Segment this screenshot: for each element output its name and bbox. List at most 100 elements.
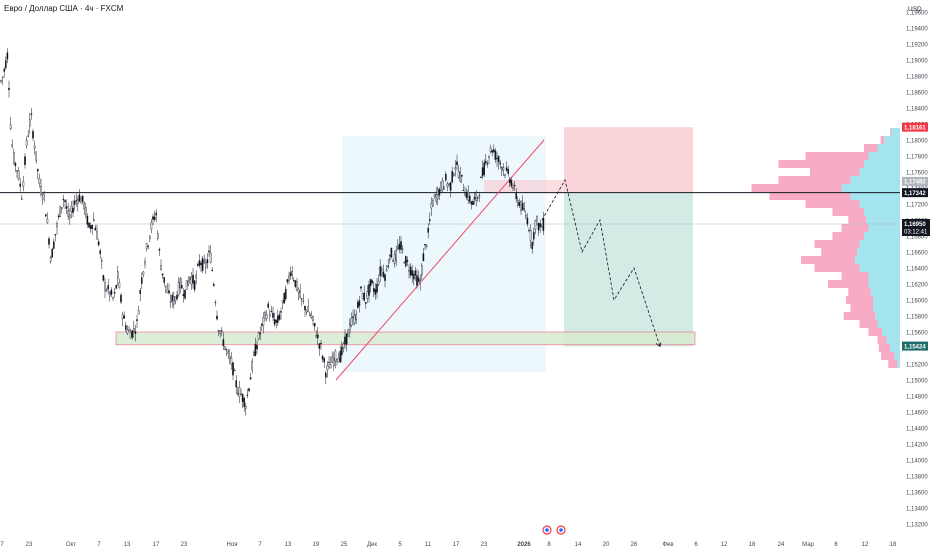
volume-profile-sell-bar xyxy=(846,296,873,304)
candle-body xyxy=(70,205,73,212)
projection-arrow-head xyxy=(655,342,662,348)
price-label-badge xyxy=(902,188,928,198)
candle-body xyxy=(360,286,362,289)
y-tick-label: 1,17200 xyxy=(906,203,928,209)
candle-body xyxy=(1,76,4,78)
candle-body xyxy=(353,314,356,324)
candle-body xyxy=(443,186,446,190)
candle-body xyxy=(132,328,135,332)
candle-body xyxy=(171,295,174,302)
candle-body xyxy=(502,167,505,170)
candle-body xyxy=(481,167,484,177)
candle-body xyxy=(531,242,533,250)
volume-profile-buy-bar xyxy=(859,264,900,272)
candle-body xyxy=(485,160,487,164)
candle-body xyxy=(219,330,222,334)
volume-profile-sell-bar xyxy=(878,344,891,352)
volume-profile-buy-bar xyxy=(868,280,900,288)
x-tick-label: 14 xyxy=(575,542,582,548)
y-tick-label: 1,16600 xyxy=(906,251,928,257)
candle-body xyxy=(352,316,354,318)
candle-body xyxy=(491,150,494,153)
volume-profile-sell-bar xyxy=(841,224,869,232)
candle-body xyxy=(78,194,81,202)
candle-body xyxy=(317,334,319,339)
candle-body xyxy=(56,223,58,228)
candle-body xyxy=(283,292,286,304)
candle-body xyxy=(501,167,503,171)
candle-body xyxy=(168,290,170,294)
candle-body xyxy=(397,246,399,249)
candle-body xyxy=(445,173,447,181)
candle-body xyxy=(537,223,540,231)
x-tick-label: 13 xyxy=(124,542,131,548)
candle-body xyxy=(451,171,454,183)
candle-body xyxy=(121,314,124,319)
candle-body xyxy=(254,344,257,356)
candle-body xyxy=(84,207,87,216)
candle-body xyxy=(246,394,249,396)
candle-body xyxy=(539,223,541,227)
candle-body xyxy=(315,335,318,338)
candle-body xyxy=(124,325,127,330)
candle-body xyxy=(27,135,30,137)
volume-profile-buy-bar xyxy=(868,152,900,160)
candle-body xyxy=(379,266,382,276)
candle-body xyxy=(305,310,308,313)
candle-body xyxy=(72,207,74,213)
x-tick-label: 7 xyxy=(258,542,262,548)
volume-profile-buy-bar xyxy=(870,288,900,296)
x-tick-label: 25 xyxy=(341,542,348,548)
volume-profile-sell-bar xyxy=(778,160,864,168)
candle-body xyxy=(422,253,425,262)
candle-body xyxy=(243,398,246,407)
candle-body xyxy=(240,393,242,395)
x-tick-label: Ноя xyxy=(227,542,238,548)
candle-body xyxy=(520,200,522,211)
candle-body xyxy=(416,275,418,286)
candle-body xyxy=(195,274,198,279)
candle-body xyxy=(440,182,442,191)
candle-body xyxy=(104,282,106,291)
candle-body xyxy=(116,271,119,279)
candle-body xyxy=(325,372,327,378)
volume-profile-sell-bar xyxy=(843,312,876,320)
x-tick-label: 18 xyxy=(749,542,756,548)
y-tick-label: 1,14000 xyxy=(906,459,928,465)
candle-body xyxy=(184,289,186,299)
candle-body xyxy=(174,296,177,301)
candle-body xyxy=(421,265,423,276)
candle-body xyxy=(337,357,340,363)
candle-body xyxy=(76,199,79,204)
candle-body xyxy=(139,290,142,294)
candle-body xyxy=(312,316,314,321)
y-tick-label: 1,19200 xyxy=(906,43,928,49)
volume-profile-sell-bar xyxy=(814,264,860,272)
candle-body xyxy=(376,284,378,293)
candle-body xyxy=(334,350,337,362)
candle-body xyxy=(496,158,498,160)
candle-body xyxy=(488,156,490,158)
candle-body xyxy=(67,209,69,217)
candle-body xyxy=(57,215,60,218)
y-tick-label: 1,15800 xyxy=(906,315,928,321)
candle-body xyxy=(19,183,22,187)
candle-body xyxy=(374,289,377,295)
volume-profile-buy-bar xyxy=(890,344,900,352)
candle-body xyxy=(9,124,12,130)
candle-body xyxy=(54,234,57,236)
candle-body xyxy=(0,80,2,82)
countdown-text: 03:12:41 xyxy=(904,230,928,236)
candle-body xyxy=(347,329,350,337)
candle-body xyxy=(304,305,306,311)
y-tick-label: 1,18400 xyxy=(906,107,928,113)
price-axis-panel[interactable] xyxy=(900,0,932,550)
x-tick-label: 17 xyxy=(453,542,460,548)
time-axis-panel[interactable] xyxy=(0,536,932,550)
volume-profile-sell-bar xyxy=(859,320,878,328)
y-tick-label: 1,14600 xyxy=(906,411,928,417)
candle-body xyxy=(320,343,322,345)
y-tick-label: 1,18000 xyxy=(906,139,928,145)
x-tick-label: 26 xyxy=(631,542,638,548)
